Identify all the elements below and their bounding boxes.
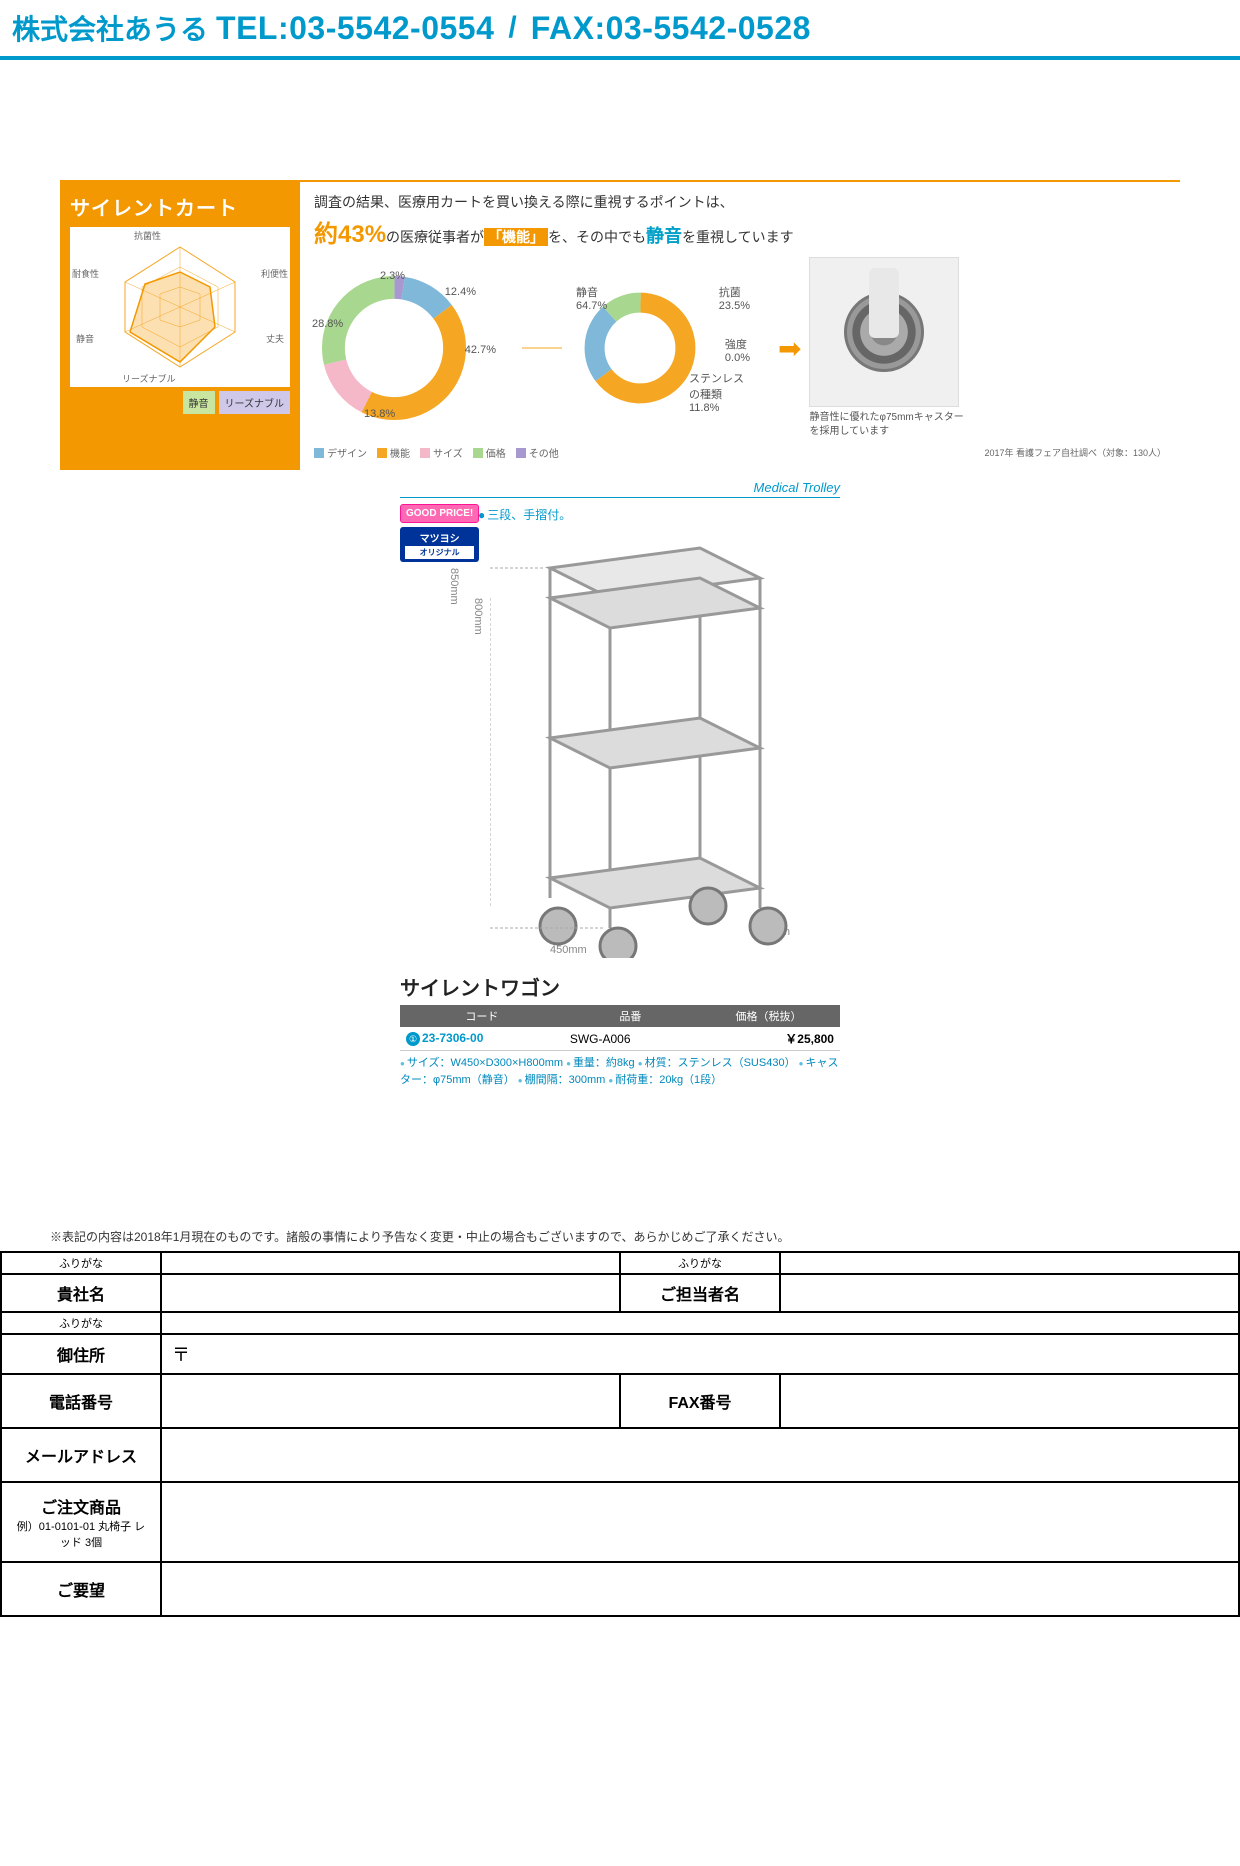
d2-sus: ステンレスの種類11.8% [689, 370, 744, 414]
dim-height-inner: 800mm [472, 598, 484, 635]
legend-design: デザイン [314, 445, 367, 460]
furi-company-label: ふりがな [1, 1252, 161, 1274]
tag-reasonable: リーズナブル [219, 391, 291, 414]
spec-header-row: コード 品番 価格（税抜） [400, 1005, 840, 1027]
legend-row: デザイン 機能 サイズ 価格 その他 2017年 看護フェア自社調べ（対象：13… [314, 445, 1166, 460]
phone-label: 電話番号 [1, 1374, 161, 1428]
d1-size: 13.8% [364, 408, 395, 420]
tel-block: TEL:03-5542-0554 [216, 10, 494, 47]
order-example: 例）01-0101-01 丸椅子 レッド 3個 [12, 1518, 150, 1550]
caster-caption: 静音性に優れたφ75mmキャスターを採用しています [809, 411, 969, 439]
order-label: ご注文商品 例）01-0101-01 丸椅子 レッド 3個 [1, 1482, 161, 1562]
td-model: SWG-A006 [564, 1027, 697, 1051]
radar-chart: 抗菌性 利便性 丈夫 リーズナブル 静音 耐食性 [70, 227, 290, 387]
trolley-diagram: 850mm 800mm 450mm 300mm [400, 508, 840, 968]
content-area: サイレントカート 抗菌性 利便性 丈夫 [0, 60, 1240, 1108]
spec-detail: サイズ：W450×D300×H800mm 重量：約8kg 材質：ステンレス（SU… [400, 1055, 840, 1088]
request-field[interactable] [161, 1562, 1239, 1616]
fax-block: FAX:03-5542-0528 [531, 10, 811, 47]
td-code: ①23-7306-00 [400, 1027, 564, 1051]
contact-field[interactable] [780, 1274, 1239, 1312]
legend-size: サイズ [420, 445, 463, 460]
disclaimer: ※表記の内容は2018年1月現在のものです。諸般の事情により予告なく変更・中止の… [50, 1228, 1240, 1245]
page-header: 株式会社あうる TEL:03-5542-0554 / FAX:03-5542-0… [0, 0, 1240, 60]
th-price: 価格（税抜） [697, 1005, 840, 1027]
radar-labels: 抗菌性 利便性 丈夫 リーズナブル 静音 耐食性 [70, 227, 290, 387]
email-label: メールアドレス [1, 1428, 161, 1482]
tag-quiet: 静音 [183, 391, 215, 414]
company-name: 株式会社あうる [12, 8, 208, 48]
fax-field[interactable] [780, 1374, 1239, 1428]
connector-line [522, 298, 562, 398]
contact-label: ご担当者名 [620, 1274, 780, 1312]
order-field[interactable] [161, 1482, 1239, 1562]
d2-strength: 強度0.0% [725, 336, 750, 364]
phone-field[interactable] [161, 1374, 620, 1428]
legend-note: 2017年 看護フェア自社調べ（対象：130人） [984, 446, 1166, 459]
fax-label: FAX番号 [620, 1374, 780, 1428]
d1-price: 28.8% [312, 318, 343, 330]
furi-contact-label: ふりがな [620, 1252, 780, 1274]
furi-address-label: ふりがな [1, 1312, 161, 1334]
category-label: Medical Trolley [400, 480, 840, 498]
company-label: 貴社名 [1, 1274, 161, 1312]
chart-heading-2: 約43%の医療従事者が「機能」を、その中でも静音を重視しています [314, 214, 1166, 249]
legend-price: 価格 [473, 445, 506, 460]
caster-image [809, 257, 959, 407]
legend-other: その他 [516, 445, 559, 460]
dim-height-outer: 850mm [448, 568, 460, 605]
d1-func: 42.7% [465, 344, 496, 356]
orange-panel: サイレントカート 抗菌性 利便性 丈夫 [60, 180, 300, 470]
donut-row: 2.3% 12.4% 42.7% 13.8% 28.8% 静音64.7% [314, 257, 1166, 439]
donut-chart-1: 2.3% 12.4% 42.7% 13.8% 28.8% [314, 268, 514, 428]
arrow-icon: ➡ [778, 332, 801, 365]
d1-other: 2.3% [380, 270, 405, 282]
d2-anti: 抗菌23.5% [719, 284, 750, 312]
chart-panel: 調査の結果、医療用カートを買い換える際に重視するポイントは、 約43%の医療従事… [300, 180, 1180, 470]
th-model: 品番 [564, 1005, 697, 1027]
chart-heading-1: 調査の結果、医療用カートを買い換える際に重視するポイントは、 [314, 192, 1166, 212]
furi-company-field[interactable] [161, 1252, 620, 1274]
trolley-svg [490, 538, 790, 958]
order-form: ふりがな ふりがな 貴社名 ご担当者名 ふりがな 御住所 〒 電話番号 FAX番… [0, 1251, 1240, 1617]
caster-column: 静音性に優れたφ75mmキャスターを採用しています [809, 257, 969, 439]
product-name: サイレントワゴン [400, 972, 840, 1001]
company-field[interactable] [161, 1274, 620, 1312]
request-label: ご要望 [1, 1562, 161, 1616]
th-code: コード [400, 1005, 564, 1027]
caster-fork-shape [869, 268, 899, 338]
furi-address-field[interactable] [161, 1312, 1239, 1334]
donut-chart-2: 静音64.7% 抗菌23.5% 強度0.0% ステンレスの種類11.8% [570, 268, 770, 428]
info-row: サイレントカート 抗菌性 利便性 丈夫 [60, 180, 1180, 470]
spec-table: コード 品番 価格（税抜） ①23-7306-00 SWG-A006 ￥25,8… [400, 1005, 840, 1051]
email-field[interactable] [161, 1428, 1239, 1482]
separator-slash: / [508, 11, 516, 45]
product-section: Medical Trolley GOOD PRICE! マツヨシ オリジナル 三… [400, 480, 840, 1088]
d2-quiet: 静音64.7% [576, 284, 607, 312]
legend-func: 機能 [377, 445, 410, 460]
postal-mark-icon: 〒 [172, 1345, 190, 1365]
furi-contact-field[interactable] [780, 1252, 1239, 1274]
tag-row: 静音 リーズナブル [70, 391, 290, 414]
spec-data-row: ①23-7306-00 SWG-A006 ￥25,800 [400, 1027, 840, 1051]
td-price: ￥25,800 [697, 1027, 840, 1051]
orange-title: サイレントカート [70, 192, 290, 221]
address-label: 御住所 [1, 1334, 161, 1374]
d1-design: 12.4% [445, 286, 476, 298]
address-field[interactable]: 〒 [161, 1334, 1239, 1374]
